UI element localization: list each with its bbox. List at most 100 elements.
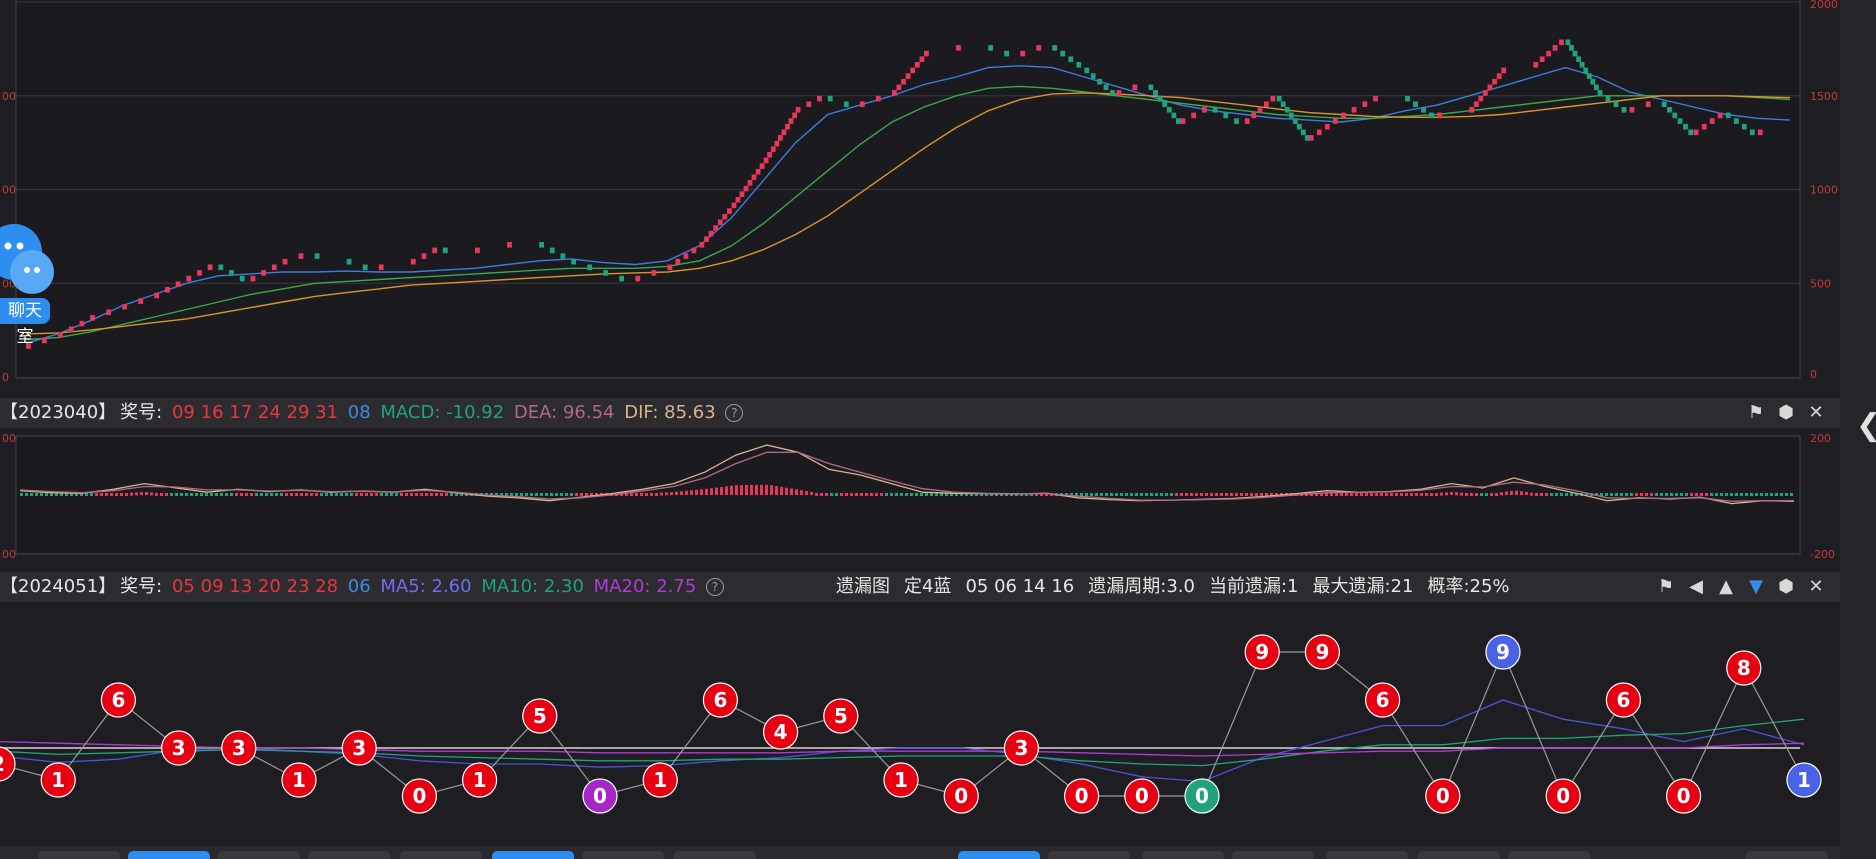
fixed-numbers: 05 06 14 16	[965, 576, 1075, 597]
bottom-tab[interactable]	[582, 851, 664, 859]
macd-histogram-bar	[165, 493, 168, 496]
down-brick	[1176, 118, 1181, 124]
omission-ball-label: 1	[894, 768, 908, 792]
macd-histogram-bar	[815, 492, 818, 496]
macd-histogram-bar	[1670, 493, 1673, 496]
macd-histogram-bar	[195, 493, 198, 496]
bottom-tab[interactable]	[1418, 851, 1500, 859]
macd-histogram-bar	[925, 493, 928, 496]
macd-histogram-bar	[580, 493, 583, 496]
pin-icon[interactable]: ⚑	[1747, 402, 1765, 423]
macd-histogram-bar	[935, 493, 938, 496]
up-brick	[924, 50, 929, 57]
up-brick	[1487, 84, 1493, 91]
chat-room-widget[interactable]	[0, 222, 54, 322]
close-icon[interactable]: ✕	[1808, 576, 1824, 597]
macd-histogram-bar	[860, 493, 863, 496]
up-brick	[1483, 90, 1488, 96]
bottom-tab[interactable]	[958, 851, 1040, 859]
down-brick	[1304, 135, 1310, 141]
macd-histogram-bar	[995, 493, 998, 496]
macd-histogram-bar	[120, 493, 123, 496]
bottom-tab[interactable]	[492, 851, 574, 859]
macd-histogram-bar	[685, 490, 688, 495]
bottom-tab[interactable]	[400, 851, 482, 859]
macd-histogram-bar	[1470, 493, 1473, 496]
bottom-tab[interactable]	[1142, 851, 1224, 859]
up-icon[interactable]: ▲	[1719, 576, 1733, 597]
help-icon[interactable]: ?	[725, 404, 744, 422]
macd-histogram-bar	[905, 493, 908, 496]
settings-icon[interactable]: ⬢	[1778, 576, 1794, 597]
macd-histogram-bar	[365, 493, 368, 496]
macd-histogram-bar	[1085, 493, 1088, 496]
collapse-panel-icon[interactable]: ❮	[1856, 408, 1876, 443]
omission-ball	[1605, 682, 1642, 718]
macd-histogram-bar	[280, 493, 283, 496]
bottom-tab[interactable]	[674, 851, 756, 859]
ma-line	[25, 92, 1791, 335]
bottom-tab[interactable]	[1048, 851, 1130, 859]
macd-histogram-bar	[1465, 493, 1468, 496]
macd-histogram-bar	[1095, 493, 1098, 496]
macd-histogram-bar	[1205, 493, 1208, 496]
macd-histogram-bar	[910, 493, 913, 496]
prev-icon[interactable]: ◀	[1689, 576, 1703, 597]
down-brick	[1068, 56, 1074, 62]
macd-histogram-bar	[35, 493, 38, 496]
omission-ball	[1485, 634, 1521, 670]
bottom-tab[interactable]	[1326, 851, 1408, 859]
chat-room-label[interactable]: 聊天室	[0, 298, 50, 347]
bottom-tab[interactable]	[1508, 851, 1590, 859]
macd-histogram-bar	[1550, 493, 1553, 496]
up-brick	[1469, 107, 1475, 113]
bottom-tab[interactable]	[1746, 851, 1828, 859]
macd-histogram-bar	[1270, 493, 1273, 496]
bottom-tab[interactable]	[38, 851, 120, 859]
macd-histogram-bar	[1175, 493, 1178, 496]
macd-histogram-bar	[1400, 493, 1403, 496]
bottom-tab[interactable]	[308, 851, 390, 859]
macd-histogram-bar	[250, 493, 253, 496]
bottom-tab[interactable]	[128, 851, 210, 859]
settings-icon[interactable]: ⬢	[1778, 402, 1794, 423]
up-brick	[475, 247, 480, 254]
macd-histogram-bar	[1380, 493, 1383, 496]
macd-histogram-bar	[1210, 493, 1213, 496]
macd-histogram-bar	[1765, 493, 1768, 496]
macd-histogram-bar	[1370, 493, 1373, 496]
bottom-tab[interactable]	[218, 851, 300, 859]
chat-bubble-icon[interactable]	[0, 222, 54, 302]
macd-histogram-bar	[1155, 493, 1158, 496]
omission-ball	[1364, 682, 1401, 718]
down-brick	[1583, 67, 1589, 74]
up-brick	[717, 219, 723, 226]
down-brick	[1613, 101, 1619, 107]
macd-histogram-bar	[270, 493, 273, 496]
macd-histogram-bar	[390, 493, 393, 496]
omission-ball-label: 6	[1616, 688, 1630, 712]
macd-histogram-bar	[175, 493, 178, 496]
omission-ball	[883, 762, 919, 798]
down-brick	[603, 270, 609, 276]
pin-icon[interactable]: ⚑	[1657, 576, 1675, 597]
omission-ball	[221, 730, 257, 766]
download-icon[interactable]: ▼	[1749, 576, 1763, 597]
macd-histogram-bar	[1530, 492, 1533, 496]
help-icon[interactable]: ?	[706, 578, 725, 596]
macd-histogram-bar	[1685, 493, 1688, 496]
omission-ball-label: 6	[713, 688, 727, 712]
macd-histogram-bar	[900, 493, 903, 496]
close-icon[interactable]: ✕	[1808, 402, 1824, 423]
up-brick	[806, 101, 812, 107]
up-brick	[905, 73, 911, 79]
down-brick	[1052, 45, 1058, 51]
up-brick	[1308, 135, 1314, 141]
down-brick	[1597, 90, 1603, 96]
macd-histogram-bar	[1565, 493, 1568, 496]
right-side-strip	[1840, 0, 1876, 859]
macd-histogram-bar	[1185, 493, 1188, 496]
macd-histogram-bar	[1645, 493, 1648, 496]
bottom-tab[interactable]	[1232, 851, 1314, 859]
macd-histogram-bar	[850, 493, 853, 496]
